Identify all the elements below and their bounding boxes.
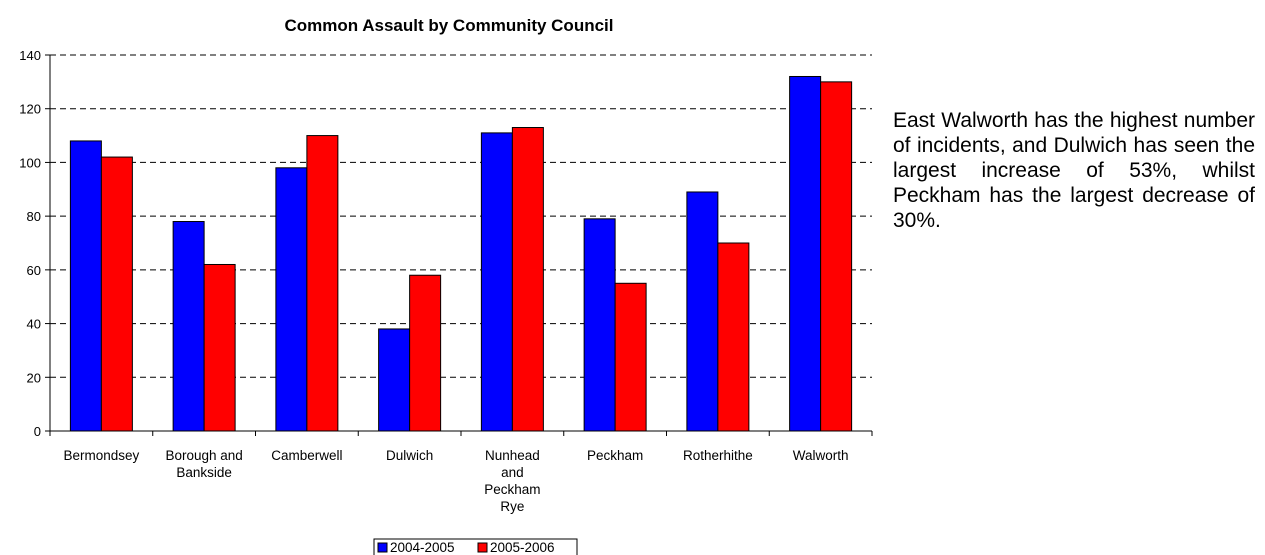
- bar: [409, 274, 442, 432]
- bar: [511, 127, 544, 432]
- bar: [820, 81, 853, 432]
- bar: [583, 218, 616, 432]
- bar: [100, 156, 133, 432]
- x-tick-label: Nunhead and Peckham Rye: [484, 448, 540, 514]
- x-tick-label: Camberwell: [271, 448, 342, 463]
- x-tick-label: Peckham: [587, 448, 643, 463]
- y-tick-label: 140: [19, 48, 41, 63]
- bar: [717, 242, 750, 432]
- bar: [686, 191, 719, 432]
- bar: [378, 328, 411, 432]
- y-tick-label: 100: [19, 155, 41, 170]
- x-tick-labels: Bermondsey Borough and Bankside Camberwell D…: [63, 448, 848, 514]
- y-tick-label: 60: [27, 263, 41, 278]
- bars: [69, 75, 853, 432]
- legend: 2004-2005 2005-2006: [373, 538, 578, 555]
- y-tick-label: 40: [27, 317, 41, 332]
- x-tick-label: Borough and Bankside: [165, 448, 242, 480]
- y-tick-label: 20: [27, 370, 41, 385]
- x-tick-label: Dulwich: [386, 448, 433, 463]
- chart-title: Common Assault by Community Council: [284, 16, 613, 35]
- bar-chart: Common Assault by Community Council 0 20 4…: [19, 16, 873, 555]
- legend-box: [373, 538, 578, 555]
- bar: [172, 221, 205, 432]
- bar: [203, 263, 236, 432]
- legend-swatch: [477, 542, 488, 553]
- y-tick-labels: 0 20 40 60 80 100 120 140: [19, 48, 41, 439]
- x-tick-label: Walworth: [793, 448, 849, 463]
- y-tick-label: 120: [19, 102, 41, 117]
- bar: [789, 75, 822, 432]
- bar: [275, 167, 308, 432]
- legend-label: 2004-2005: [390, 540, 455, 555]
- x-tick-label: Rotherhithe: [683, 448, 753, 463]
- bar: [480, 132, 513, 432]
- bar: [306, 135, 339, 432]
- y-tick-label: 80: [27, 209, 41, 224]
- legend-swatch: [377, 542, 388, 553]
- bar: [614, 282, 647, 432]
- axes: [45, 54, 873, 436]
- legend-label: 2005-2006: [490, 540, 555, 555]
- y-tick-label: 0: [34, 424, 41, 439]
- bar: [69, 140, 102, 432]
- side-commentary: East Walworth has the highest number of …: [893, 109, 1255, 232]
- x-tick-label: Bermondsey: [63, 448, 139, 463]
